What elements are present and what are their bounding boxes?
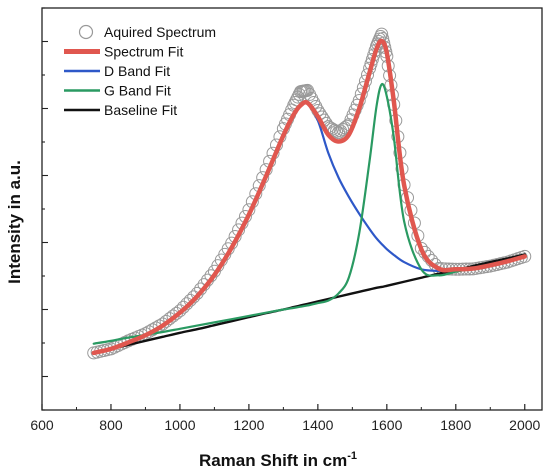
line-spectrum-fit bbox=[91, 38, 528, 356]
series-layer bbox=[87, 27, 532, 360]
acquired-point bbox=[173, 304, 187, 318]
legend: Aquired Spectrum Spectrum Fit D Band Fit G … bbox=[64, 24, 216, 118]
x-tick-label: 1600 bbox=[371, 417, 402, 433]
legend-item: G Band Fit bbox=[64, 83, 171, 99]
x-tick-label: 1000 bbox=[164, 417, 195, 433]
x-tick-label: 1800 bbox=[440, 417, 471, 433]
y-axis-title: Intensity in a.u. bbox=[5, 160, 24, 284]
x-tick-label: 2000 bbox=[509, 417, 540, 433]
x-axis-title: Raman Shift in cm-1 bbox=[199, 450, 357, 470]
acquired-point bbox=[327, 123, 341, 137]
series-g-band-fit bbox=[92, 82, 526, 345]
x-tick-label: 1400 bbox=[302, 417, 333, 433]
x-axis-title-text: Raman Shift in cm bbox=[199, 451, 347, 470]
x-tick-label: 1200 bbox=[233, 417, 264, 433]
legend-label: Spectrum Fit bbox=[104, 44, 183, 60]
axes: 600 800 1000 1200 1400 1600 1800 2000 bbox=[30, 7, 543, 433]
legend-item: Spectrum Fit bbox=[64, 44, 183, 60]
x-axis-title-superscript: -1 bbox=[347, 450, 357, 462]
legend-label: Aquired Spectrum bbox=[104, 24, 216, 40]
legend-item: Aquired Spectrum bbox=[78, 24, 216, 40]
legend-label: Baseline Fit bbox=[104, 102, 177, 118]
x-tick-label: 800 bbox=[99, 417, 123, 433]
legend-label: G Band Fit bbox=[104, 83, 171, 99]
legend-label: D Band Fit bbox=[104, 63, 170, 79]
series-d-band-fit bbox=[92, 101, 526, 355]
line-g-band-fit bbox=[92, 82, 526, 345]
legend-item: D Band Fit bbox=[64, 63, 170, 79]
line-d-band-fit bbox=[92, 101, 526, 355]
legend-marker bbox=[78, 24, 94, 40]
legend-item: Baseline Fit bbox=[64, 102, 177, 118]
acquired-point bbox=[329, 124, 343, 138]
x-tick-label: 600 bbox=[30, 417, 54, 433]
series-spectrum-fit bbox=[91, 38, 528, 356]
